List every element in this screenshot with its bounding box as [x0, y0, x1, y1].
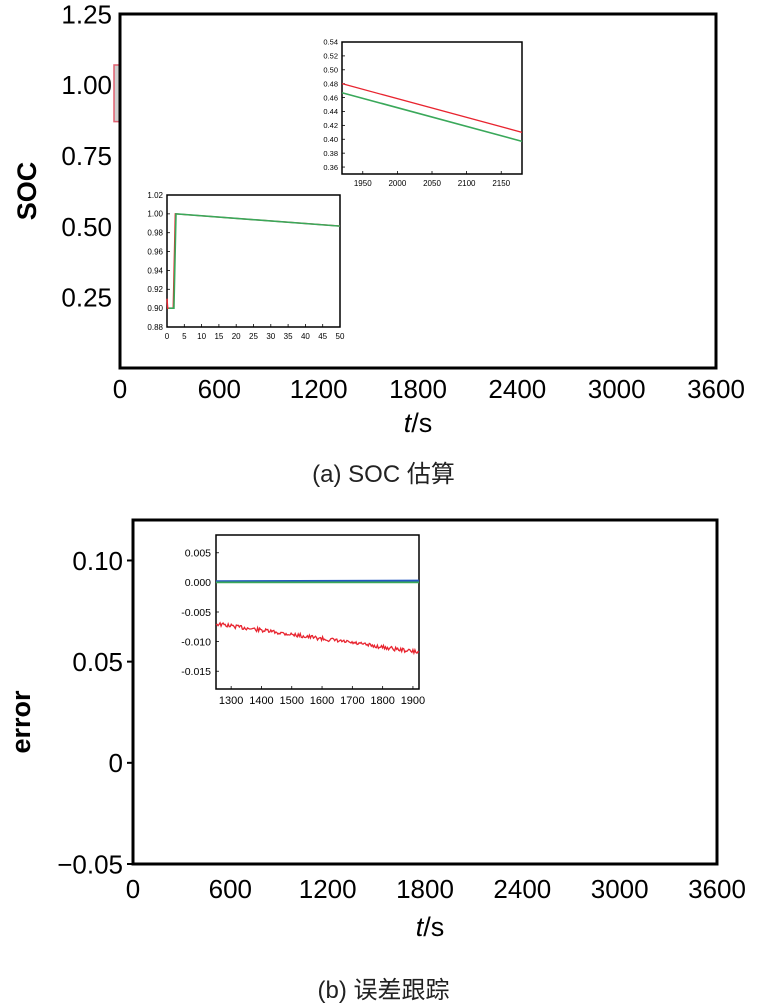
chart-a-inset-left-x-tick-label: 10 [197, 332, 206, 341]
chart-a-inset-top-x-tick-label: 2050 [423, 179, 441, 188]
chart-a-inset-top-x-tick-label: 2100 [458, 179, 476, 188]
chart-a-inset-top-y-tick-label: 0.44 [323, 107, 338, 116]
chart-a-inset-left-y-tick-label: 0.90 [147, 304, 163, 313]
chart-a-inset-top-y-tick-label: 0.38 [323, 149, 338, 158]
chart-a-inset-top-x-tick-label: 2000 [388, 179, 406, 188]
chart-a-inset-top-y-tick-label: 0.52 [323, 52, 338, 61]
chart-a-inset-left: 0 5 10 15 20 25 30 35 40 45 50 0.88 0.90 0.92 0.94 0.96… [147, 191, 345, 341]
chart-a-inset-left-x-tick-label: 45 [318, 332, 327, 341]
chart-a-inset-top-series-upf [341, 91, 523, 143]
chart-a-xlabel: t/s [404, 408, 433, 438]
chart-a-ylabel: SOC [12, 162, 42, 221]
chart-a-inset-left-x-tick-label: 35 [284, 332, 293, 341]
chart-b-x-tick-label: 0 [126, 874, 140, 904]
chart-a-inset-top: 1950 2000 2050 2100 2150 0.36 0.38 0.40 0.42 0.44… [323, 38, 523, 188]
chart-a-inset-left-y-tick-label: 1.00 [147, 210, 163, 219]
chart-a-x-tick-label: 3000 [588, 374, 646, 404]
chart-b-ylabel: error [6, 690, 36, 754]
chart-b-x-tick-label: 1200 [299, 874, 357, 904]
chart-b-inset-x-tick-label: 1800 [370, 695, 394, 707]
chart-b-y-tick-label: −0.05 [57, 849, 123, 879]
chart-a-y-tick-label: 0.25 [61, 283, 112, 313]
chart-a-xlabel-unit: /s [411, 408, 432, 438]
chart-a-inset-left-x-tick-label: 25 [249, 332, 258, 341]
chart-a-inset-top-x-tick-label: 2150 [492, 179, 510, 188]
chart-b-inset-y-tick-label: -0.015 [181, 666, 211, 678]
chart-a-inset-top-series-pf [341, 83, 523, 133]
chart-a-inset-top-x-tick-label: 1950 [354, 179, 372, 188]
chart-a-inset-left-y-tick-label: 0.98 [147, 229, 163, 238]
chart-a-inset-left-x-tick-label: 20 [232, 332, 241, 341]
chart-b-y-tick-label: 0 [109, 748, 123, 778]
chart-a-y-tick-label: 0.75 [61, 141, 112, 171]
caption-b: (b) 误差跟踪 [317, 977, 450, 1004]
chart-a-inset-top-y-tick-label: 0.36 [323, 163, 338, 172]
chart-a-inset-left-x-tick-label: 30 [266, 332, 275, 341]
chart-a-inset-top-y-tick-label: 0.40 [323, 135, 338, 144]
chart-b-inset-series-err-pf [215, 621, 420, 656]
chart-a-x-tick-label: 600 [198, 374, 241, 404]
chart-b-xlabel: t/s [416, 912, 445, 942]
chart-a-xlabel-var: t [404, 408, 413, 438]
chart-a-y-tick-label: 1.00 [61, 70, 112, 100]
chart-b-x-tick-label: 3600 [688, 874, 746, 904]
chart-b-inset-series-err-epf [215, 579, 420, 583]
chart-b-inset-x-tick-label: 1900 [401, 695, 425, 707]
chart-a-inset-top-y-tick-label: 0.50 [323, 65, 338, 74]
chart-a-inset-left-frame [166, 194, 341, 328]
chart-b-xlabel-unit: /s [423, 912, 444, 942]
chart-a-inset-top-y-tick-label: 0.46 [323, 93, 338, 102]
chart-a-inset-left-y-tick-label: 0.92 [147, 285, 163, 294]
chart-b-inset-y-tick-label: 0.005 [185, 548, 211, 560]
chart-a-inset-left-x-tick-label: 50 [336, 332, 345, 341]
chart-b-inset-frame [215, 534, 420, 690]
chart-a-inset-left-x-tick-label: 5 [182, 332, 187, 341]
chart-a-inset-top-y-tick-label: 0.42 [323, 121, 338, 130]
chart-b-y-tick-label: 0.05 [72, 647, 123, 677]
chart-b-inset: 1300 1400 1500 1600 1700 1800 1900 0.005 0.000 -0… [181, 534, 425, 707]
chart-a-inset-left-y-tick-label: 0.88 [147, 323, 163, 332]
chart-a-inset-left-series-upf [168, 212, 341, 309]
chart-b-inset-x-tick-label: 1300 [219, 695, 243, 707]
chart-a-inset-left-x-tick-label: 40 [301, 332, 310, 341]
chart-b-y-tick-label: 0.10 [72, 546, 123, 576]
chart-a-inset-top-y-tick-label: 0.48 [323, 79, 338, 88]
chart-a-inset-left-y-tick-label: 0.96 [147, 247, 163, 256]
chart-a-inset-left-y-tick-label: 1.02 [147, 191, 163, 200]
chart-a-y-tick-label: 1.25 [61, 0, 112, 29]
chart-b-inset-y-tick-label: -0.005 [181, 607, 211, 619]
chart-a-x-tick-label: 3600 [687, 374, 745, 404]
chart-a-inset-top-y-tick-label: 0.54 [323, 38, 338, 47]
chart-a-inset-left-x-tick-label: 0 [165, 332, 170, 341]
chart-a-y-tick-label: 0.50 [61, 212, 112, 242]
chart-a-inset-left-x-tick-label: 15 [214, 332, 223, 341]
chart-b-x-tick-label: 2400 [493, 874, 551, 904]
caption-a: (a) SOC 估算 [312, 461, 455, 488]
chart-a-x-tick-label: 2400 [488, 374, 546, 404]
chart-b-inset-x-tick-label: 1700 [340, 695, 364, 707]
chart-b-inset-x-tick-label: 1600 [310, 695, 334, 707]
chart-b-inset-x-tick-label: 1400 [249, 695, 273, 707]
chart-b-inset-x-tick-label: 1500 [280, 695, 304, 707]
chart-b-xlabel-var: t [416, 912, 425, 942]
chart-b-inset-y-tick-label: 0.000 [185, 577, 211, 589]
chart-a-x-tick-label: 1800 [389, 374, 447, 404]
chart-b-x-tick-label: 1800 [396, 874, 454, 904]
chart-a-x-tick-label: 0 [113, 374, 127, 404]
chart-b-inset-y-tick-label: -0.010 [181, 636, 211, 648]
chart-a-x-tick-label: 1200 [290, 374, 348, 404]
chart-b-x-tick-label: 3000 [591, 874, 649, 904]
chart-a-inset-left-y-tick-label: 0.94 [147, 266, 163, 275]
chart-b-x-tick-label: 600 [209, 874, 252, 904]
